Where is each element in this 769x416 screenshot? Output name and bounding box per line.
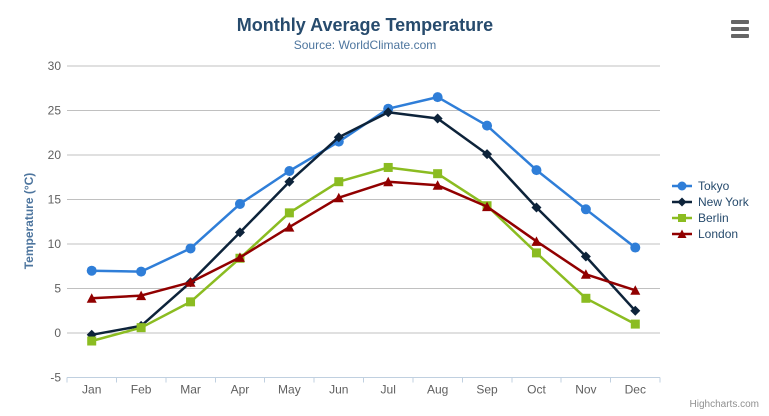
circle-marker[interactable] xyxy=(86,265,97,276)
x-axis-label: Jun xyxy=(329,383,348,397)
x-axis-label: May xyxy=(278,383,301,397)
export-menu-button[interactable] xyxy=(731,20,749,38)
diamond-marker[interactable] xyxy=(531,202,542,213)
series-line-london xyxy=(90,180,637,300)
legend-label-new-york: New York xyxy=(698,195,749,209)
diamond-marker[interactable] xyxy=(432,113,443,124)
square-marker[interactable] xyxy=(531,248,541,258)
triangle-marker[interactable] xyxy=(333,192,344,203)
diamond-marker[interactable] xyxy=(333,132,344,143)
y-axis-label: 5 xyxy=(54,282,61,296)
triangle-marker[interactable] xyxy=(284,222,295,232)
hamburger-icon xyxy=(731,34,749,38)
circle-marker[interactable] xyxy=(531,165,542,176)
y-axis-title: Temperature (°C) xyxy=(22,172,36,270)
diamond-marker[interactable] xyxy=(482,149,493,160)
x-axis-label: Jul xyxy=(381,383,396,397)
y-axis-label: 20 xyxy=(48,148,62,162)
legend-symbol-triangle xyxy=(672,229,692,239)
legend-symbol-circle xyxy=(672,181,692,191)
x-axis-label: Feb xyxy=(131,383,152,397)
series-line-new-york xyxy=(90,111,637,337)
triangle-marker[interactable] xyxy=(234,252,245,262)
legend-symbol-square xyxy=(672,214,692,222)
hamburger-icon xyxy=(731,20,749,24)
diamond-marker[interactable] xyxy=(630,305,641,316)
square-marker[interactable] xyxy=(334,177,344,187)
x-axis-label: Nov xyxy=(575,383,596,397)
square-marker[interactable] xyxy=(87,336,97,346)
circle-marker[interactable] xyxy=(234,198,245,209)
y-axis-label: 15 xyxy=(48,193,62,207)
circle-marker[interactable] xyxy=(580,204,591,215)
chart-subtitle: Source: WorldClimate.com xyxy=(293,38,437,52)
triangle-marker[interactable] xyxy=(432,180,443,190)
circle-marker[interactable] xyxy=(185,243,196,254)
legend-label-london: London xyxy=(698,227,739,241)
square-marker[interactable] xyxy=(581,293,591,303)
x-axis-label: Dec xyxy=(625,383,646,397)
diamond-marker xyxy=(677,197,687,207)
triangle-marker[interactable] xyxy=(580,269,591,279)
legend-item-tokyo[interactable]: Tokyo xyxy=(671,178,749,194)
legend-label-berlin: Berlin xyxy=(698,211,729,225)
circle-marker[interactable] xyxy=(432,92,443,103)
square-marker[interactable] xyxy=(186,297,196,307)
triangle-marker[interactable] xyxy=(630,285,641,295)
series-tokyo xyxy=(86,92,641,277)
circle-marker[interactable] xyxy=(136,266,147,277)
legend-item-new-york[interactable]: New York xyxy=(671,194,749,210)
legend-label-tokyo: Tokyo xyxy=(698,179,730,193)
triangle-marker[interactable] xyxy=(185,277,196,287)
x-axis-label: Apr xyxy=(231,383,250,397)
y-axis-label: 30 xyxy=(48,59,62,73)
x-axis-label: Oct xyxy=(527,383,546,397)
series-new-york xyxy=(86,107,641,340)
square-marker xyxy=(678,214,686,222)
square-marker[interactable] xyxy=(433,169,443,179)
circle-marker[interactable] xyxy=(284,166,295,177)
y-axis-label: -5 xyxy=(50,371,61,385)
legend: Tokyo New York Berlin London xyxy=(671,178,749,242)
diamond-marker[interactable] xyxy=(234,227,245,238)
series-london xyxy=(86,176,641,303)
series-line-berlin xyxy=(90,166,637,343)
square-marker[interactable] xyxy=(383,162,393,172)
credits-link[interactable]: Highcharts.com xyxy=(689,399,759,410)
diamond-marker[interactable] xyxy=(383,107,394,118)
x-axis-label: Sep xyxy=(476,383,498,397)
circle-marker[interactable] xyxy=(482,120,493,131)
y-axis-label: 25 xyxy=(48,104,62,118)
circle-marker xyxy=(677,181,687,191)
x-axis-label: Jan xyxy=(82,383,101,397)
diamond-marker[interactable] xyxy=(580,251,591,262)
triangle-marker[interactable] xyxy=(482,201,493,212)
legend-symbol-diamond xyxy=(672,197,692,207)
y-axis-label: 10 xyxy=(48,237,62,251)
legend-item-london[interactable]: London xyxy=(671,226,749,242)
legend-item-berlin[interactable]: Berlin xyxy=(671,210,749,226)
circle-marker[interactable] xyxy=(630,242,641,253)
triangle-marker[interactable] xyxy=(136,290,147,301)
triangle-marker xyxy=(677,229,687,239)
square-marker[interactable] xyxy=(630,319,640,329)
square-marker[interactable] xyxy=(284,208,294,218)
triangle-marker[interactable] xyxy=(383,176,394,187)
triangle-marker[interactable] xyxy=(86,293,97,303)
hamburger-icon xyxy=(731,27,749,31)
x-axis-label: Aug xyxy=(427,383,448,397)
y-axis-label: 0 xyxy=(54,326,61,340)
diamond-marker[interactable] xyxy=(284,176,295,187)
square-marker[interactable] xyxy=(136,323,146,333)
chart-title: Monthly Average Temperature xyxy=(236,15,494,35)
series-line-tokyo xyxy=(90,95,637,273)
x-axis-label: Mar xyxy=(180,383,201,397)
triangle-marker[interactable] xyxy=(531,236,542,246)
